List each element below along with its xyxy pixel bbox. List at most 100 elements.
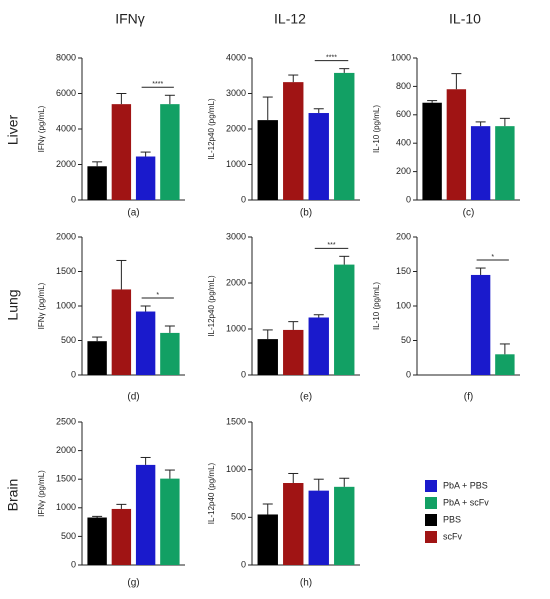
bar: [495, 126, 515, 200]
y-tick-label: 2000: [56, 445, 76, 455]
y-axis-label: IL-12p40 (pg/mL): [207, 98, 216, 160]
bar: [135, 311, 156, 375]
significance: ****: [152, 81, 163, 88]
panel-label: (g): [127, 578, 139, 589]
y-tick-label: 0: [241, 559, 246, 569]
y-tick-label: 4000: [56, 123, 76, 133]
y-tick-label: 50: [401, 335, 411, 345]
bar: [470, 274, 491, 375]
y-tick-label: 800: [396, 81, 411, 91]
legend-swatch: [425, 497, 437, 509]
bar: [135, 156, 156, 200]
bar: [334, 264, 355, 375]
bar: [470, 126, 491, 200]
bar: [111, 508, 132, 565]
bar: [135, 464, 156, 565]
bar: [87, 166, 107, 200]
bar: [334, 486, 355, 565]
y-tick-label: 1000: [56, 502, 76, 512]
y-tick-label: 3000: [226, 231, 246, 241]
y-tick-label: 2000: [226, 277, 246, 287]
bar: [111, 289, 132, 375]
y-tick-label: 600: [396, 109, 411, 119]
y-tick-label: 500: [231, 512, 246, 522]
legend-swatch: [425, 531, 437, 543]
bar: [87, 341, 107, 375]
legend-swatch: [425, 514, 437, 526]
y-tick-label: 1500: [56, 266, 76, 276]
legend-label: scFv: [443, 531, 462, 541]
significance: *: [156, 292, 159, 299]
panel-label: (d): [127, 392, 139, 403]
significance: ****: [326, 54, 337, 61]
y-tick-label: 150: [396, 266, 411, 276]
bar: [334, 72, 355, 200]
row-label: Brain: [5, 479, 21, 512]
y-tick-label: 200: [396, 231, 411, 241]
y-tick-label: 0: [241, 369, 246, 379]
bar: [257, 514, 278, 565]
y-tick-label: 1000: [226, 464, 246, 474]
significance: ***: [327, 242, 335, 249]
column-title: IL-10: [449, 11, 481, 27]
y-tick-label: 8000: [56, 52, 76, 62]
bar: [495, 354, 515, 375]
y-tick-label: 100: [396, 300, 411, 310]
y-tick-label: 0: [406, 194, 411, 204]
y-tick-label: 1000: [391, 52, 411, 62]
panel-label: (a): [127, 208, 139, 219]
y-tick-label: 2500: [56, 416, 76, 426]
y-axis-label: IL-12p40 (pg/mL): [207, 462, 216, 524]
y-tick-label: 0: [406, 369, 411, 379]
bar: [283, 82, 304, 200]
y-tick-label: 400: [396, 138, 411, 148]
bar: [257, 339, 278, 375]
y-tick-label: 3000: [226, 88, 246, 98]
legend-swatch: [425, 480, 437, 492]
y-tick-label: 200: [396, 166, 411, 176]
y-tick-label: 0: [71, 369, 76, 379]
significance: *: [491, 254, 494, 261]
panel-label: (e): [300, 392, 312, 403]
legend-label: PBS: [443, 514, 461, 524]
column-title: IFNγ: [115, 11, 145, 27]
legend-label: PbA + PBS: [443, 480, 488, 490]
y-tick-label: 0: [71, 559, 76, 569]
panel-label: (b): [300, 208, 312, 219]
y-tick-label: 2000: [56, 159, 76, 169]
bar: [160, 478, 180, 565]
legend-label: PbA + scFv: [443, 497, 489, 507]
row-label: Lung: [5, 289, 21, 320]
column-title: IL-12: [274, 11, 306, 27]
panel-label: (f): [464, 392, 473, 403]
y-tick-label: 0: [241, 194, 246, 204]
y-axis-label: IFNγ (pg/mL): [37, 282, 46, 329]
y-tick-label: 6000: [56, 88, 76, 98]
y-tick-label: 1000: [226, 159, 246, 169]
y-axis-label: IL-12p40 (pg/mL): [207, 275, 216, 337]
bar: [283, 329, 304, 375]
bar: [111, 104, 132, 200]
y-tick-label: 1000: [226, 323, 246, 333]
bar: [283, 483, 304, 565]
y-tick-label: 1500: [56, 474, 76, 484]
y-axis-label: IL-10 (pg/mL): [372, 282, 381, 330]
bar: [87, 517, 107, 565]
bar: [308, 317, 329, 375]
y-axis-label: IL-10 (pg/mL): [372, 105, 381, 153]
y-tick-label: 4000: [226, 52, 246, 62]
y-tick-label: 1500: [226, 416, 246, 426]
bar: [257, 120, 278, 200]
bar: [160, 104, 180, 200]
y-axis-label: IFNγ (pg/mL): [37, 105, 46, 152]
bar: [160, 332, 180, 375]
y-tick-label: 500: [61, 531, 76, 541]
y-tick-label: 0: [71, 194, 76, 204]
panel-label: (h): [300, 578, 312, 589]
bar: [308, 113, 329, 200]
row-label: Liver: [5, 114, 21, 145]
bar: [308, 490, 329, 565]
y-tick-label: 1000: [56, 300, 76, 310]
